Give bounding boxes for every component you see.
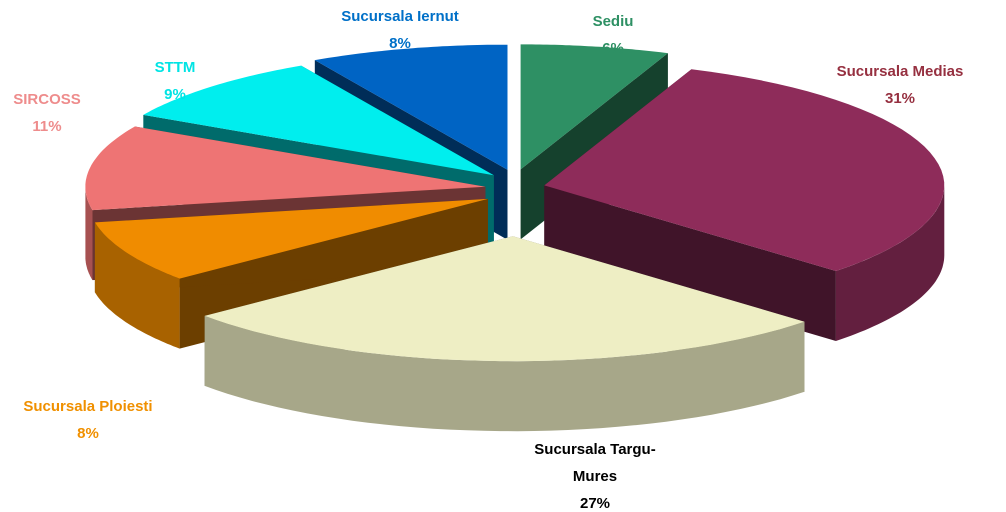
slice-label: Sucursala Targu-Mures 27% (520, 436, 670, 512)
slice-label: Sucursala Medias 31% (790, 58, 1006, 112)
slice-top (143, 65, 494, 176)
slice-wall (835, 185, 945, 341)
slice-wall (204, 315, 805, 432)
slice-label: Sediu 6% (503, 8, 723, 62)
slice-name: Sucursala Targu-Mures (534, 441, 656, 485)
slice-side (544, 185, 836, 341)
slice-top (94, 198, 488, 279)
slice-percent: 8% (77, 425, 99, 442)
slice-label: Sucursala Iernut 8% (290, 3, 510, 57)
slice-percent: 27% (579, 495, 611, 512)
slice-wall (94, 222, 180, 349)
slice-wall (85, 186, 93, 281)
slice-top (544, 69, 945, 271)
slice-top (85, 126, 486, 211)
slice-name: Sucursala Ploiesti (23, 398, 153, 415)
slice-name: Sucursala Iernut (341, 8, 459, 25)
pie-slice (544, 69, 945, 341)
slice-name: SIRCOSS (13, 91, 81, 108)
slice-name: STTM (154, 59, 196, 76)
slice-percent: 6% (602, 40, 624, 57)
slice-top (314, 44, 508, 170)
slice-label: SIRCOSS 11% (0, 86, 157, 140)
slice-label: Sucursala Ploiesti 8% (0, 393, 198, 447)
slice-percent: 8% (389, 35, 411, 52)
slice-label: STTM 9% (65, 54, 285, 108)
slice-top (204, 236, 805, 362)
slice-name: Sucursala Medias (836, 63, 964, 80)
slice-top (520, 44, 668, 170)
slice-percent: 11% (32, 118, 62, 135)
slice-percent: 31% (884, 90, 916, 107)
slice-name: Sediu (592, 13, 634, 30)
slice-percent: 9% (164, 86, 186, 103)
pie-slice (204, 236, 805, 432)
